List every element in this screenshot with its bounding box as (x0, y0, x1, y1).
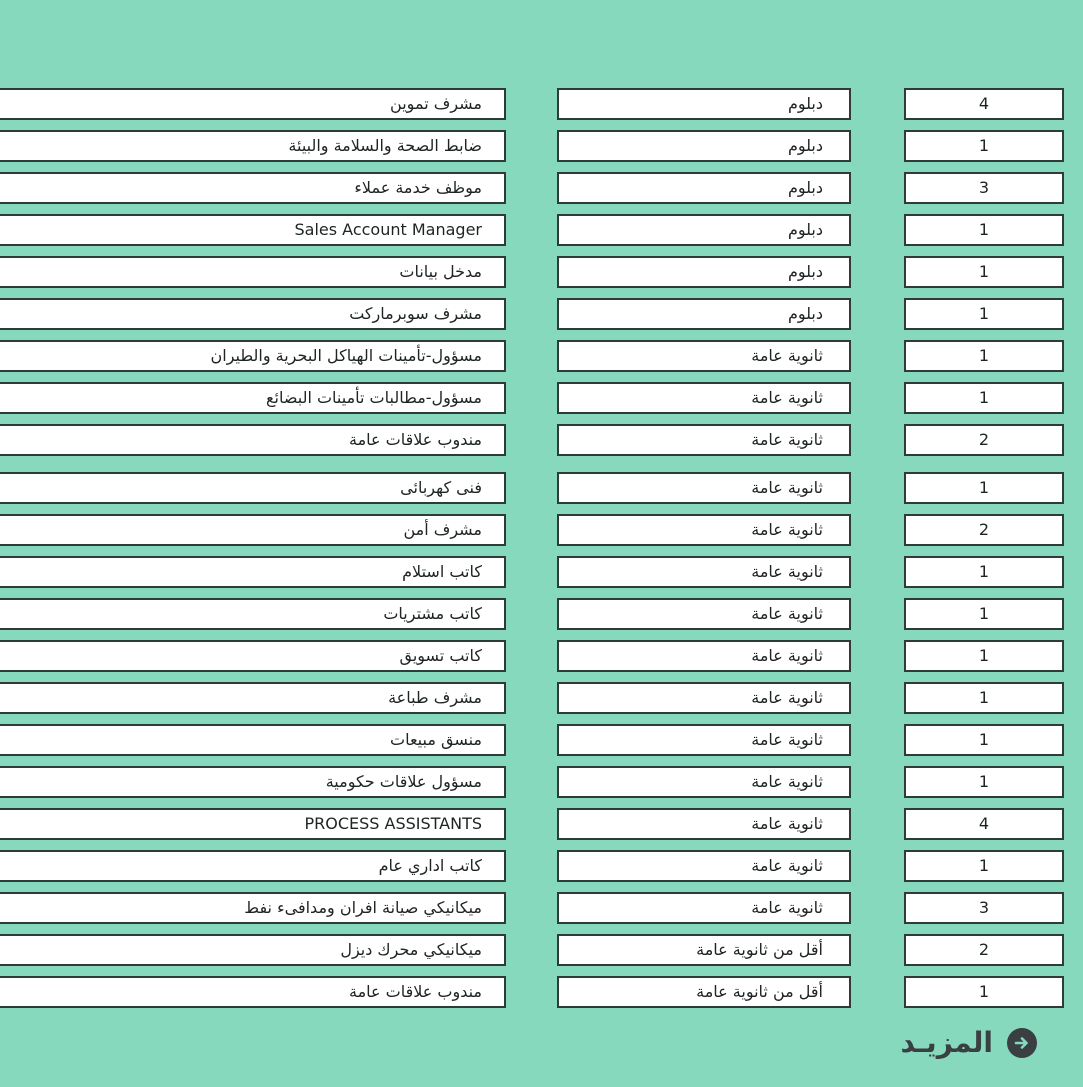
job-title-cell: منسق مبيعات (0, 724, 506, 756)
education-cell: دبلوم (557, 172, 851, 204)
vacancy-count-cell: 4 (904, 88, 1064, 120)
table-row: موظف خدمة عملاء دبلوم 3 (0, 172, 1083, 204)
education-cell: دبلوم (557, 88, 851, 120)
table-row: كاتب استلام ثانوية عامة 1 (0, 556, 1083, 588)
vacancy-count-cell: 1 (904, 340, 1064, 372)
vacancy-count-cell: 1 (904, 682, 1064, 714)
education-cell: ثانوية عامة (557, 640, 851, 672)
education-cell: ثانوية عامة (557, 850, 851, 882)
table-row: مسؤول-مطالبات تأمينات البضائع ثانوية عام… (0, 382, 1083, 414)
job-title-cell: PROCESS ASSISTANTS (0, 808, 506, 840)
job-title-cell: مسؤول علاقات حكومية (0, 766, 506, 798)
vacancy-count-cell: 1 (904, 556, 1064, 588)
education-cell: دبلوم (557, 298, 851, 330)
job-title-cell: ضابط الصحة والسلامة والبيئة (0, 130, 506, 162)
job-title-cell: كاتب اداري عام (0, 850, 506, 882)
table-row: مندوب علاقات عامة أقل من ثانوية عامة 1 (0, 976, 1083, 1008)
vacancy-count-cell: 1 (904, 766, 1064, 798)
vacancy-count-cell: 4 (904, 808, 1064, 840)
more-label[interactable]: المزيـد (900, 1026, 993, 1059)
table-row: كاتب تسويق ثانوية عامة 1 (0, 640, 1083, 672)
table-row: مسؤول علاقات حكومية ثانوية عامة 1 (0, 766, 1083, 798)
job-title-cell: مدخل بيانات (0, 256, 506, 288)
vacancy-count-cell: 3 (904, 892, 1064, 924)
job-title-cell: موظف خدمة عملاء (0, 172, 506, 204)
table-row: مندوب علاقات عامة ثانوية عامة 2 (0, 424, 1083, 456)
job-title-cell: مندوب علاقات عامة (0, 424, 506, 456)
table-row: مشرف سوبرماركت دبلوم 1 (0, 298, 1083, 330)
table-row: مشرف تموين دبلوم 4 (0, 88, 1083, 120)
vacancy-count-cell: 2 (904, 424, 1064, 456)
vacancy-count-cell: 1 (904, 850, 1064, 882)
more-link[interactable]: المزيـد (900, 1026, 1037, 1059)
education-cell: ثانوية عامة (557, 514, 851, 546)
education-cell: أقل من ثانوية عامة (557, 934, 851, 966)
job-title-cell: كاتب استلام (0, 556, 506, 588)
table-row: مسؤول-تأمينات الهياكل البحرية والطيران ث… (0, 340, 1083, 372)
education-cell: ثانوية عامة (557, 724, 851, 756)
table-row: فنى كهربائى ثانوية عامة 1 (0, 472, 1083, 504)
vacancy-count-cell: 3 (904, 172, 1064, 204)
table-row: كاتب مشتريات ثانوية عامة 1 (0, 598, 1083, 630)
table-row: مدخل بيانات دبلوم 1 (0, 256, 1083, 288)
job-title-cell: مشرف أمن (0, 514, 506, 546)
education-cell: ثانوية عامة (557, 766, 851, 798)
vacancy-count-cell: 1 (904, 976, 1064, 1008)
job-title-cell: ميكانيكي محرك ديزل (0, 934, 506, 966)
table-row: ضابط الصحة والسلامة والبيئة دبلوم 1 (0, 130, 1083, 162)
jobs-table: مشرف تموين دبلوم 4 ضابط الصحة والسلامة و… (0, 88, 1083, 1018)
table-row: ميكانيكي صيانة افران ومدافىء نفط ثانوية … (0, 892, 1083, 924)
table-row: كاتب اداري عام ثانوية عامة 1 (0, 850, 1083, 882)
vacancy-count-cell: 1 (904, 256, 1064, 288)
job-title-cell: مسؤول-تأمينات الهياكل البحرية والطيران (0, 340, 506, 372)
education-cell: دبلوم (557, 130, 851, 162)
job-title-cell: كاتب تسويق (0, 640, 506, 672)
table-row: منسق مبيعات ثانوية عامة 1 (0, 724, 1083, 756)
education-cell: ثانوية عامة (557, 808, 851, 840)
vacancy-count-cell: 1 (904, 214, 1064, 246)
job-title-cell: مشرف سوبرماركت (0, 298, 506, 330)
job-title-cell: مسؤول-مطالبات تأمينات البضائع (0, 382, 506, 414)
vacancy-count-cell: 1 (904, 298, 1064, 330)
table-row: مشرف طباعة ثانوية عامة 1 (0, 682, 1083, 714)
job-title-cell: فنى كهربائى (0, 472, 506, 504)
table-row: ميكانيكي محرك ديزل أقل من ثانوية عامة 2 (0, 934, 1083, 966)
education-cell: ثانوية عامة (557, 556, 851, 588)
job-title-cell: مشرف طباعة (0, 682, 506, 714)
education-cell: ثانوية عامة (557, 382, 851, 414)
vacancy-count-cell: 1 (904, 382, 1064, 414)
table-row: PROCESS ASSISTANTS ثانوية عامة 4 (0, 808, 1083, 840)
education-cell: ثانوية عامة (557, 598, 851, 630)
arrow-right-circle-icon[interactable] (1007, 1027, 1037, 1058)
education-cell: دبلوم (557, 214, 851, 246)
education-cell: ثانوية عامة (557, 424, 851, 456)
table-row: Sales Account Manager دبلوم 1 (0, 214, 1083, 246)
education-cell: ثانوية عامة (557, 682, 851, 714)
vacancy-count-cell: 1 (904, 472, 1064, 504)
job-title-cell: Sales Account Manager (0, 214, 506, 246)
job-title-cell: مشرف تموين (0, 88, 506, 120)
job-title-cell: كاتب مشتريات (0, 598, 506, 630)
education-cell: دبلوم (557, 256, 851, 288)
education-cell: ثانوية عامة (557, 340, 851, 372)
vacancy-count-cell: 1 (904, 640, 1064, 672)
education-cell: ثانوية عامة (557, 892, 851, 924)
education-cell: ثانوية عامة (557, 472, 851, 504)
vacancy-count-cell: 2 (904, 934, 1064, 966)
vacancy-count-cell: 2 (904, 514, 1064, 546)
job-title-cell: مندوب علاقات عامة (0, 976, 506, 1008)
education-cell: أقل من ثانوية عامة (557, 976, 851, 1008)
vacancy-count-cell: 1 (904, 724, 1064, 756)
job-title-cell: ميكانيكي صيانة افران ومدافىء نفط (0, 892, 506, 924)
table-row: مشرف أمن ثانوية عامة 2 (0, 514, 1083, 546)
vacancy-count-cell: 1 (904, 598, 1064, 630)
vacancy-count-cell: 1 (904, 130, 1064, 162)
